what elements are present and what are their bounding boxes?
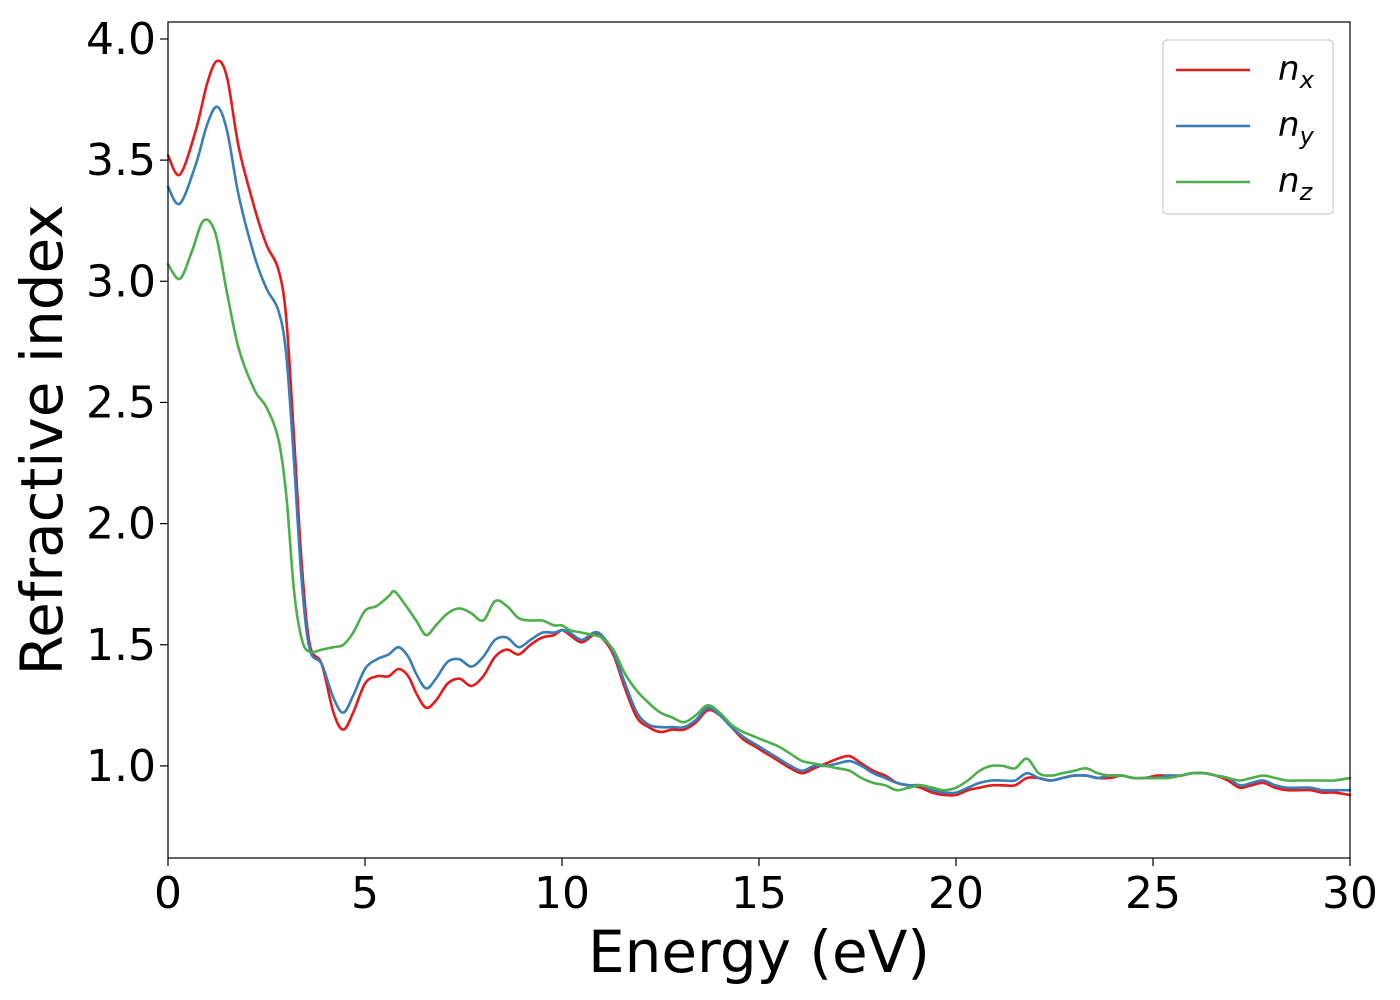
x-tick-label: 20 (928, 868, 984, 919)
x-tick-label: 30 (1322, 868, 1378, 919)
y-tick-label: 2.0 (86, 499, 156, 550)
x-tick-label: 25 (1125, 868, 1181, 919)
x-tick-label: 10 (534, 868, 590, 919)
y-axis-label: Refractive index (8, 204, 76, 675)
legend: nx ny nz (1162, 39, 1334, 215)
x-tick-label: 5 (351, 868, 379, 919)
legend-label-y: ny (1278, 105, 1315, 150)
x-axis-label: Energy (eV) (588, 918, 930, 986)
y-tick-label: 1.0 (86, 741, 156, 792)
x-tick-label: 15 (731, 868, 787, 919)
x-tick-label: 0 (154, 868, 182, 919)
x-axis-ticks: 0 5 10 15 20 25 30 (154, 858, 1378, 919)
legend-label-z: nz (1278, 161, 1314, 206)
y-tick-label: 2.5 (86, 377, 156, 428)
y-axis-ticks: 1.0 1.5 2.0 2.5 3.0 3.5 4.0 (86, 14, 168, 792)
y-tick-label: 1.5 (86, 620, 156, 671)
y-tick-label: 3.0 (86, 256, 156, 307)
y-tick-label: 4.0 (86, 14, 156, 65)
y-tick-label: 3.5 (86, 135, 156, 186)
series-layer (166, 59, 1352, 797)
legend-label-x: nx (1278, 49, 1315, 94)
series-line-z (166, 218, 1352, 792)
